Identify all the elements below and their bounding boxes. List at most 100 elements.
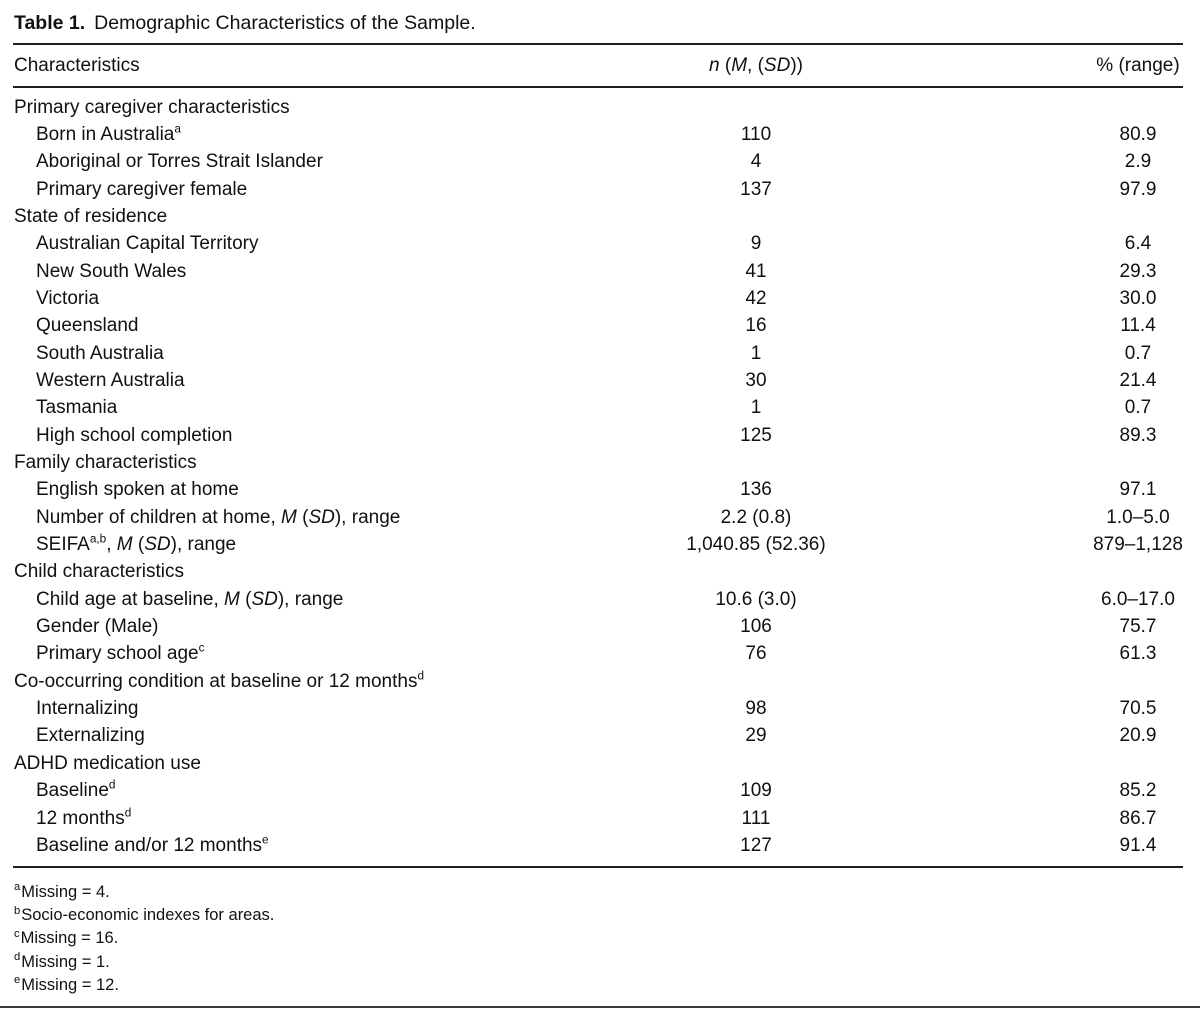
table-row: Number of children at home, M (SD), rang… <box>13 504 1183 531</box>
table-section-row: Co-occurring condition at baseline or 12… <box>13 668 1183 695</box>
label-text: Baseline <box>36 780 109 802</box>
row-label: Baselined <box>13 777 574 804</box>
table-container: Table 1. Demographic Characteristics of t… <box>13 0 1183 997</box>
label-text: ( <box>719 55 732 77</box>
percent-value: 6.4 <box>1124 233 1152 255</box>
n-value: 127 <box>740 834 772 856</box>
percent-value: 6.0–17.0 <box>1101 588 1175 610</box>
column-header-characteristics: Characteristics <box>14 55 140 77</box>
table-row: New South Wales 41 29.3 <box>13 258 1183 285</box>
n-value <box>574 449 938 476</box>
footnote-item: cMissing = 16. <box>14 927 1183 950</box>
footnote-text: Missing = 12. <box>21 975 119 994</box>
label-text: Baseline and/or 12 months <box>36 834 263 856</box>
percent-value <box>938 750 1183 777</box>
column-header-percent: % (range) <box>1096 55 1180 77</box>
percent-value: 91.4 <box>1119 834 1157 856</box>
label-text: Primary caregiver female <box>36 178 248 200</box>
label-text: Gender (Male) <box>36 616 159 638</box>
n-value: 76 <box>745 643 767 665</box>
table-row: Tasmania 1 0.7 <box>13 394 1183 421</box>
table-section-row: Child characteristics <box>13 558 1183 585</box>
label-text: ), range <box>334 506 401 528</box>
table-row: Child age at baseline, M (SD), range 10.6… <box>13 586 1183 613</box>
row-label: Number of children at home, M (SD), rang… <box>13 504 574 531</box>
label-text: M <box>281 506 297 528</box>
label-text: SD <box>763 55 791 77</box>
n-value <box>574 94 938 121</box>
percent-value: 75.7 <box>1119 616 1157 638</box>
percent-value: 2.9 <box>1124 151 1152 173</box>
table-section-row: ADHD medication use <box>13 750 1183 777</box>
superscript-marker: a,b <box>89 532 107 546</box>
label-text: SD <box>308 506 335 528</box>
table-row: Gender (Male) 106 75.7 <box>13 613 1183 640</box>
percent-value: 1.0–5.0 <box>1106 506 1170 528</box>
table-row: Primary school agec 76 61.3 <box>13 640 1183 667</box>
row-label: 12 monthsd <box>13 805 574 832</box>
label-text: ( <box>132 534 145 556</box>
label-text: ( <box>296 506 309 528</box>
table-row: Australian Capital Territory 9 6.4 <box>13 230 1183 257</box>
label-text: Co-occurring condition at baseline or 12… <box>14 670 418 692</box>
n-value: 9 <box>750 233 762 255</box>
row-label: Victoria <box>13 285 574 312</box>
n-value: 110 <box>740 123 772 145</box>
percent-value: 97.9 <box>1119 178 1157 200</box>
table-row: Born in Australiaa 110 80.9 <box>13 121 1183 148</box>
table-row: English spoken at home 136 97.1 <box>13 476 1183 503</box>
n-value: 106 <box>740 616 772 638</box>
percent-value: 20.9 <box>1119 725 1157 747</box>
table-caption-text: Demographic Characteristics of the Sampl… <box>94 12 476 34</box>
percent-value <box>938 668 1183 695</box>
percent-value: 86.7 <box>1119 807 1157 829</box>
row-label: English spoken at home <box>13 476 574 503</box>
percent-value: 11.4 <box>1120 315 1156 337</box>
row-label: Family characteristics <box>13 449 574 476</box>
footnote-item: aMissing = 4. <box>14 881 1183 904</box>
label-text: Western Australia <box>36 370 185 392</box>
label-text: ( <box>239 588 252 610</box>
table-row: Western Australia 30 21.4 <box>13 367 1183 394</box>
percent-value: 89.3 <box>1119 424 1157 446</box>
table-section-row: Family characteristics <box>13 449 1183 476</box>
row-label: Aboriginal or Torres Strait Islander <box>13 148 574 175</box>
row-label: Child age at baseline, M (SD), range <box>13 586 574 613</box>
label-text: M <box>224 588 240 610</box>
label-text: High school completion <box>36 424 233 446</box>
footnote-item: dMissing = 1. <box>14 951 1183 974</box>
footnote-text: Missing = 16. <box>20 929 119 948</box>
percent-value: 879–1,128 <box>1093 534 1183 556</box>
label-text: n <box>709 55 720 77</box>
percent-value: 0.7 <box>1124 342 1152 364</box>
footnote-text: Missing = 4. <box>21 882 110 901</box>
percent-value: 70.5 <box>1119 698 1157 720</box>
percent-value: 30.0 <box>1119 287 1157 309</box>
table-row: Externalizing 29 20.9 <box>13 722 1183 749</box>
footnote-item: bSocio-economic indexes for areas. <box>14 904 1183 927</box>
label-text: 12 months <box>36 807 125 829</box>
n-value: 109 <box>740 780 772 802</box>
n-value: 10.6 (3.0) <box>715 588 797 610</box>
footnote-marker: c <box>14 927 20 940</box>
n-value: 2.2 (0.8) <box>720 506 792 528</box>
label-text: ), range <box>170 534 237 556</box>
footnote-item: eMissing = 12. <box>14 974 1183 997</box>
percent-value: 61.3 <box>1119 643 1157 665</box>
superscript-marker: d <box>417 669 424 683</box>
n-value: 29 <box>745 725 767 747</box>
table-row: High school completion 125 89.3 <box>13 422 1183 449</box>
label-text: SEIFA <box>36 534 90 556</box>
percent-value <box>938 203 1183 230</box>
table-header-row: Characteristics n (M, (SD)) % (range) <box>13 45 1183 86</box>
superscript-marker: a <box>174 122 181 136</box>
superscript-marker: c <box>198 642 205 656</box>
row-label: New South Wales <box>13 258 574 285</box>
n-value: 136 <box>740 479 772 501</box>
label-text: Internalizing <box>36 698 139 720</box>
footnotes: aMissing = 4. bSocio-economic indexes for… <box>13 881 1183 997</box>
header-bottom-rule <box>13 86 1183 89</box>
n-value: 1 <box>750 397 762 419</box>
n-value <box>574 203 938 230</box>
percent-value: 21.4 <box>1119 370 1157 392</box>
